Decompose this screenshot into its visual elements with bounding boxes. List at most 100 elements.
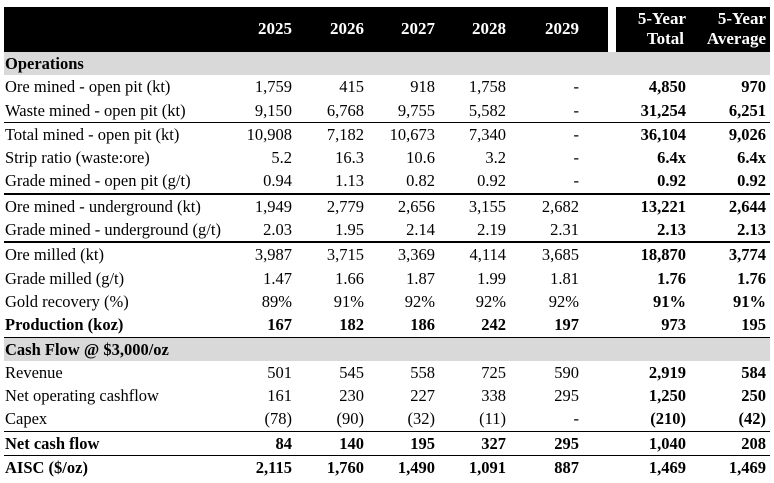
year-value: 10,673 <box>389 124 435 144</box>
year-value: 295 <box>554 433 579 453</box>
table-row: Net cash flow 84 140 195 327 295 1,040 208 <box>4 431 770 457</box>
year-value: 9,150 <box>254 100 292 120</box>
year-value: (90) <box>336 409 365 429</box>
row-label: Net cash flow <box>5 433 100 453</box>
row-label: Production (koz) <box>5 315 124 335</box>
row-label: AISC ($/oz) <box>5 458 88 478</box>
year-value: 1,091 <box>468 458 506 478</box>
average-value: 2.13 <box>737 220 766 240</box>
table-row: Revenue 501 545 558 725 590 2,919 584 <box>4 360 770 385</box>
row-label: Ore milled (kt) <box>5 245 104 265</box>
year-value: - <box>573 409 580 429</box>
year-value: - <box>573 124 580 144</box>
column-gap <box>608 194 616 219</box>
year-value: 5,582 <box>468 100 506 120</box>
year-value: 92% <box>404 291 435 311</box>
total-value: 31,254 <box>640 100 686 120</box>
year-value: 2.03 <box>263 220 292 240</box>
year-value: 3.2 <box>485 148 506 168</box>
financial-table: 2025 2026 2027 2028 2029 5-Year Total 5-… <box>4 7 770 480</box>
column-gap <box>608 98 616 122</box>
year-value: 2,682 <box>541 196 579 216</box>
row-label: Waste mined - open pit (kt) <box>5 100 186 120</box>
year-value: 338 <box>481 386 506 406</box>
year-value: 725 <box>481 362 506 382</box>
average-value: 208 <box>741 433 766 453</box>
table-row: Grade milled (g/t) 1.47 1.66 1.87 1.99 1.81 1.… <box>4 266 770 290</box>
year-value: 0.92 <box>477 171 506 191</box>
year-value: 242 <box>481 315 506 335</box>
year-value: 327 <box>481 433 506 453</box>
total-value: 1,250 <box>648 386 686 406</box>
year-value: 1,760 <box>326 458 364 478</box>
year-value: 182 <box>339 315 364 335</box>
year-value: 415 <box>339 77 364 97</box>
year-value: 1.81 <box>550 268 579 288</box>
year-value: 91% <box>333 291 364 311</box>
year-value: 3,987 <box>254 245 292 265</box>
total-value: 36,104 <box>640 124 686 144</box>
year-value: 2,656 <box>397 196 435 216</box>
row-label: Ore mined - underground (kt) <box>5 196 201 216</box>
average-value: 2,644 <box>728 196 766 216</box>
average-value: 9,026 <box>728 124 766 144</box>
header-block-years <box>4 7 608 52</box>
section-header: Operations <box>4 52 770 76</box>
table-row: Ore milled (kt) 3,987 3,715 3,369 4,114 3,685… <box>4 243 770 267</box>
total-value: 18,870 <box>640 245 686 265</box>
year-value: 1.47 <box>263 268 292 288</box>
year-value: 887 <box>554 458 579 478</box>
table-row: Capex (78) (90) (32) (11) - (210) (42) <box>4 407 770 432</box>
year-value: 3,155 <box>468 196 506 216</box>
row-label: Total mined - open pit (kt) <box>5 124 180 144</box>
column-gap <box>608 360 616 385</box>
table-row: Net operating cashflow 161 230 227 338 295 1,2… <box>4 384 770 408</box>
year-value: 3,685 <box>541 245 579 265</box>
year-value: 161 <box>267 386 292 406</box>
year-header-2027: 2027 <box>401 19 435 38</box>
column-gap <box>608 384 616 408</box>
table-row: Ore mined - open pit (kt) 1,759 415 918 1,75… <box>4 75 770 99</box>
total-value: 2.13 <box>657 220 686 240</box>
year-header-2026: 2026 <box>330 19 364 38</box>
year-value: 0.82 <box>406 171 435 191</box>
table-row: Gold recovery (%) 89% 91% 92% 92% 92% 91% 91% <box>4 289 770 314</box>
total-header-line1: 5-Year <box>637 9 686 28</box>
average-value: 0.92 <box>737 171 766 191</box>
year-value: 590 <box>554 362 579 382</box>
year-value: 1,490 <box>397 458 435 478</box>
year-value: 1.13 <box>335 171 364 191</box>
year-value: 195 <box>410 433 435 453</box>
total-value: 1.76 <box>657 268 686 288</box>
year-value: 10.6 <box>406 148 435 168</box>
row-label: Revenue <box>5 362 63 382</box>
year-value: 1.66 <box>335 268 364 288</box>
column-gap <box>608 289 616 314</box>
average-value: 1.76 <box>737 268 766 288</box>
column-gap <box>608 169 616 193</box>
column-gap <box>608 218 616 242</box>
total-value: 973 <box>661 315 686 335</box>
table-row: AISC ($/oz) 2,115 1,760 1,490 1,091 887 1,469 1… <box>4 456 770 480</box>
year-value: 4,114 <box>469 245 506 265</box>
year-value: 6,768 <box>326 100 364 120</box>
average-value: 3,774 <box>728 245 766 265</box>
year-value: 1.95 <box>335 220 364 240</box>
year-value: 140 <box>339 433 364 453</box>
row-label: Capex <box>5 409 48 429</box>
row-label: Grade mined - open pit (g/t) <box>5 171 191 191</box>
total-value: 6.4x <box>657 148 686 168</box>
row-label: Strip ratio (waste:ore) <box>5 148 150 168</box>
table-body: Operations Ore mined - open pit (kt) 1,759… <box>4 52 770 480</box>
table-row: Grade mined - open pit (g/t) 0.94 1.13 0.82… <box>4 169 770 195</box>
year-value: 84 <box>275 433 293 453</box>
year-value: 2.31 <box>550 220 579 240</box>
average-value: 250 <box>741 386 766 406</box>
year-value: 1,949 <box>254 196 292 216</box>
total-value: 0.92 <box>657 171 686 191</box>
table-row: Grade mined - underground (g/t) 2.03 1.95 2… <box>4 218 770 244</box>
year-value: 2.14 <box>406 220 435 240</box>
year-value: 16.3 <box>335 148 364 168</box>
row-label: Net operating cashflow <box>5 386 159 406</box>
year-value: 3,369 <box>397 245 435 265</box>
